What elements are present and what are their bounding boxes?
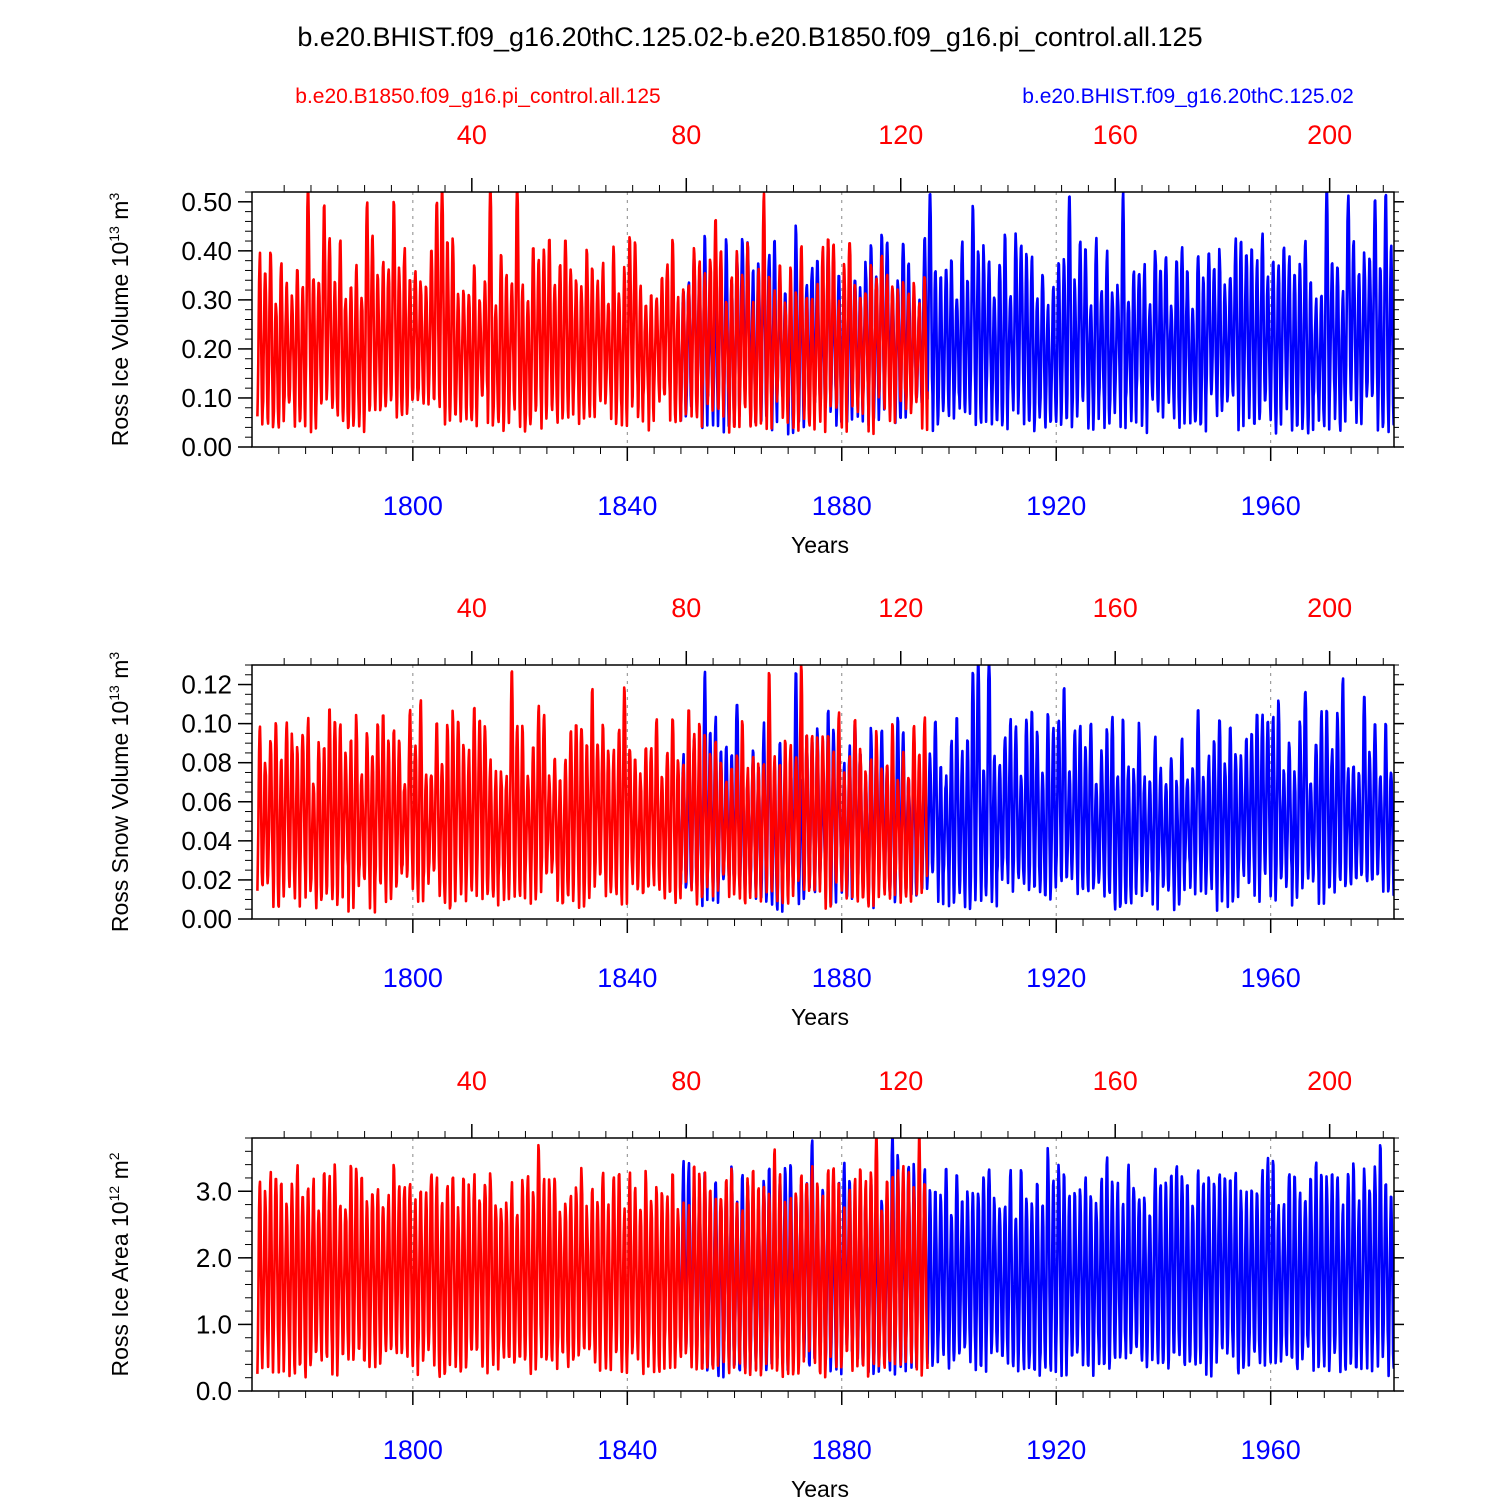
legend-hist-label: b.e20.BHIST.f09_g16.20thC.125.02 [1022,85,1354,108]
x-bottom-tick-label: 1840 [597,1435,657,1465]
plot-frame [251,1137,1395,1392]
x-bottom-tick-label: 1960 [1241,491,1301,521]
x-top-tick-label: 160 [1093,120,1138,150]
x-bottom-tick-label: 1920 [1026,1435,1086,1465]
y-tick-label: 0.00 [181,432,232,462]
y-tick-label: 0.02 [181,865,232,895]
panel-ice-volume: 0.00 0.10 0.20 0.30 0.40 0.50 1800 1840 1880 1920… [106,120,1404,558]
y-axis-label: Ross Ice Volume 1013 m3 [106,193,133,447]
y-tick-label: 0.50 [181,187,232,217]
x-bottom-tick-label: 1800 [383,963,443,993]
x-top-tick-label: 200 [1307,1066,1352,1096]
x-axis-label: Years [791,1476,849,1500]
y-tick-label: 0.00 [181,904,232,934]
x-bottom-tick-label: 1800 [383,491,443,521]
plot-area [256,1138,1394,1379]
x-top-tick-label: 40 [457,593,487,623]
x-bottom-tick-label: 1840 [597,963,657,993]
x-bottom-tick-label: 1960 [1241,963,1301,993]
y-tick-label: 0.12 [181,670,232,700]
series-line-control [256,665,929,914]
y-tick-label: 0.40 [181,236,232,266]
x-top-tick-label: 80 [671,120,701,150]
x-top-tick-label: 200 [1307,120,1352,150]
y-tick-label: 0.10 [181,709,232,739]
y-tick-label: 0.06 [181,787,232,817]
panel-snow-volume: 0.00 0.02 0.04 0.06 0.08 0.10 0.12 1800 1840 1880… [106,593,1404,1030]
x-bottom-tick-label: 1880 [812,1435,872,1465]
x-bottom-tick-label: 1920 [1026,491,1086,521]
legend-control-label: b.e20.B1850.f09_g16.pi_control.all.125 [295,85,660,108]
y-tick-label: 0.20 [181,334,232,364]
x-axis-label: Years [791,532,849,558]
y-axis-label: Ross Ice Area 1012 m2 [106,1152,133,1376]
x-bottom-tick-label: 1880 [812,491,872,521]
x-bottom-tick-label: 1920 [1026,963,1086,993]
plot-area [256,665,1394,914]
x-top-tick-label: 160 [1093,1066,1138,1096]
x-top-tick-label: 120 [878,1066,923,1096]
x-top-tick-label: 160 [1093,593,1138,623]
x-top-tick-label: 200 [1307,593,1352,623]
y-tick-label: 2.0 [196,1243,232,1273]
plot-area [256,192,1394,436]
x-bottom-tick-label: 1960 [1241,1435,1301,1465]
y-tick-label: 0.0 [196,1376,232,1406]
x-top-tick-label: 120 [878,593,923,623]
figure-title: b.e20.BHIST.f09_g16.20thC.125.02-b.e20.B… [297,22,1202,52]
y-tick-label: 0.10 [181,383,232,413]
x-top-tick-label: 80 [671,593,701,623]
x-bottom-tick-label: 1840 [597,491,657,521]
x-top-tick-label: 120 [878,120,923,150]
y-tick-label: 3.0 [196,1176,232,1206]
y-tick-label: 0.30 [181,285,232,315]
y-axis-label: Ross Snow Volume 1013 m3 [106,652,133,933]
panel-ice-area: 0.0 1.0 2.0 3.0 1800 1840 1880 1920 1960 40 80 120 1… [106,1066,1404,1500]
x-bottom-tick-label: 1800 [383,1435,443,1465]
x-bottom-tick-label: 1880 [812,963,872,993]
x-top-tick-label: 80 [671,1066,701,1096]
y-tick-label: 1.0 [196,1309,232,1339]
x-top-tick-label: 40 [457,1066,487,1096]
y-tick-label: 0.08 [181,748,232,778]
series-line-control [256,1138,929,1379]
x-axis-label: Years [791,1004,849,1030]
x-top-tick-label: 40 [457,120,487,150]
y-tick-label: 0.04 [181,826,232,856]
series-line-control [256,192,929,436]
